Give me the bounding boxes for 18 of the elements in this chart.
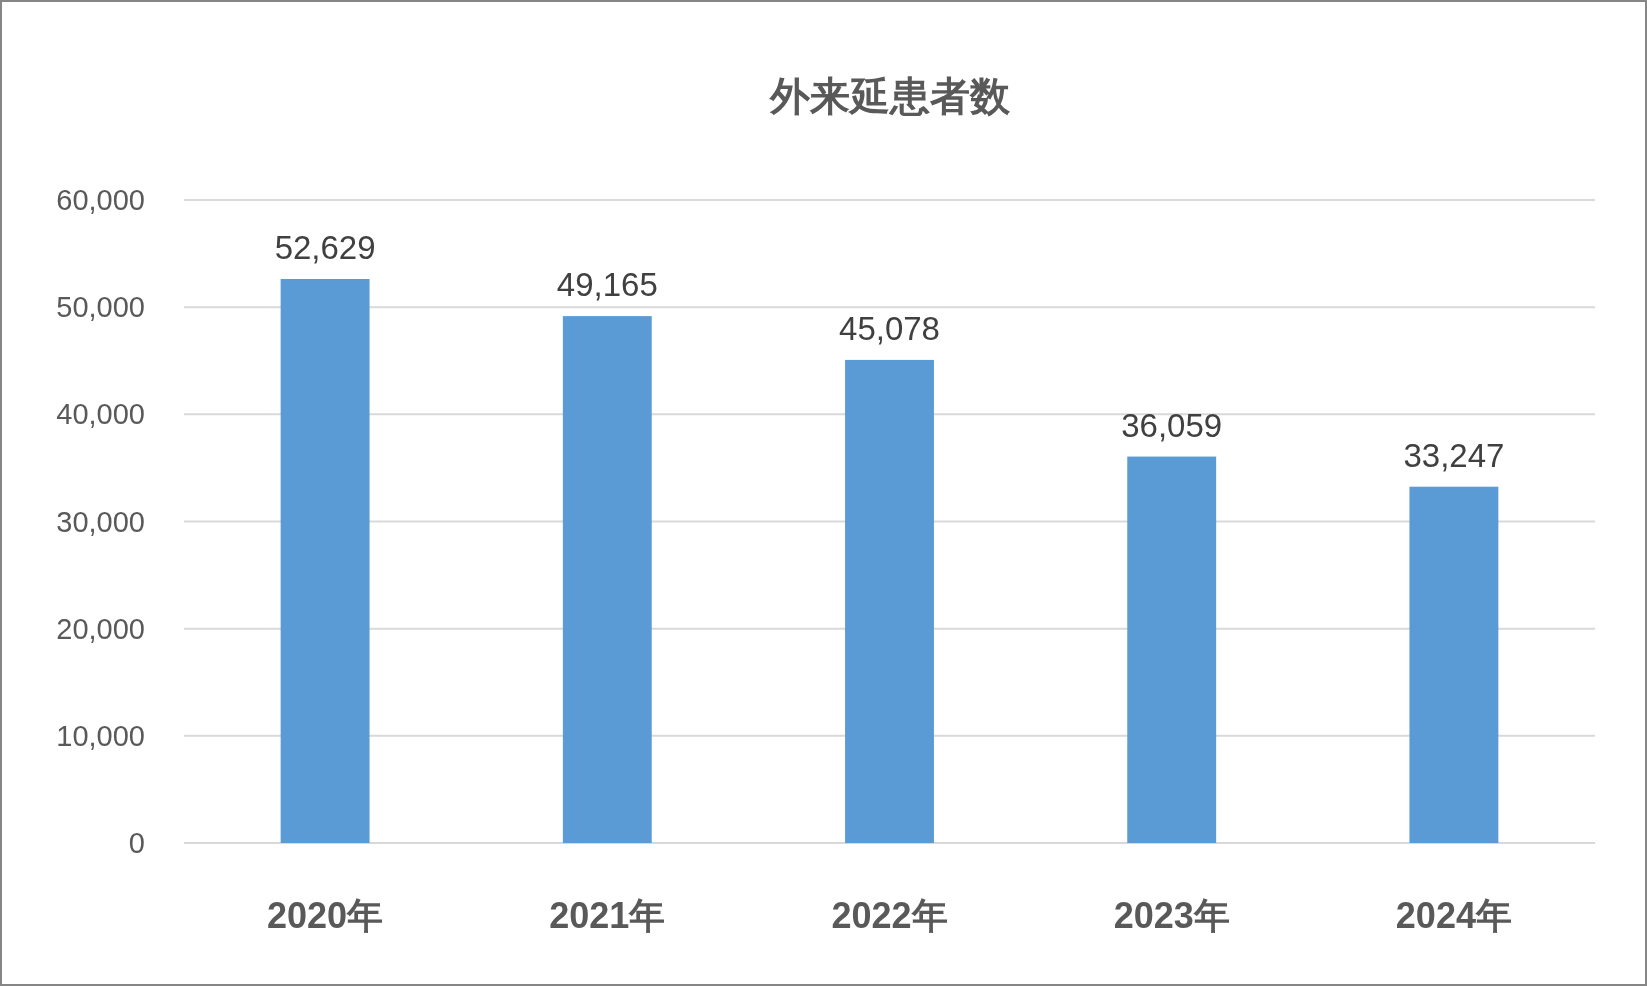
data-label: 49,165 [556,266,658,304]
xtick: 2021年 [549,895,666,936]
ytick: 10,000 [56,719,145,752]
title: 外来延患者数 [769,74,1010,118]
data-label: 52,629 [274,229,376,266]
data-label: 45,078 [839,309,940,347]
ytick: 60,000 [56,184,145,216]
ytick: 20,000 [56,612,145,645]
xtick: 2020年 [267,895,384,936]
ytick: 50,000 [56,291,145,324]
xtick: 2023年 [1113,895,1230,936]
xtick: 2022年 [831,895,948,936]
data-label: 36,059 [1121,406,1223,444]
ytick: 30,000 [56,505,145,538]
xtick: 2024年 [1395,895,1512,936]
ytick: 0 [128,827,145,859]
ytick: 40,000 [56,398,145,431]
data-label: 33,247 [1403,436,1505,474]
